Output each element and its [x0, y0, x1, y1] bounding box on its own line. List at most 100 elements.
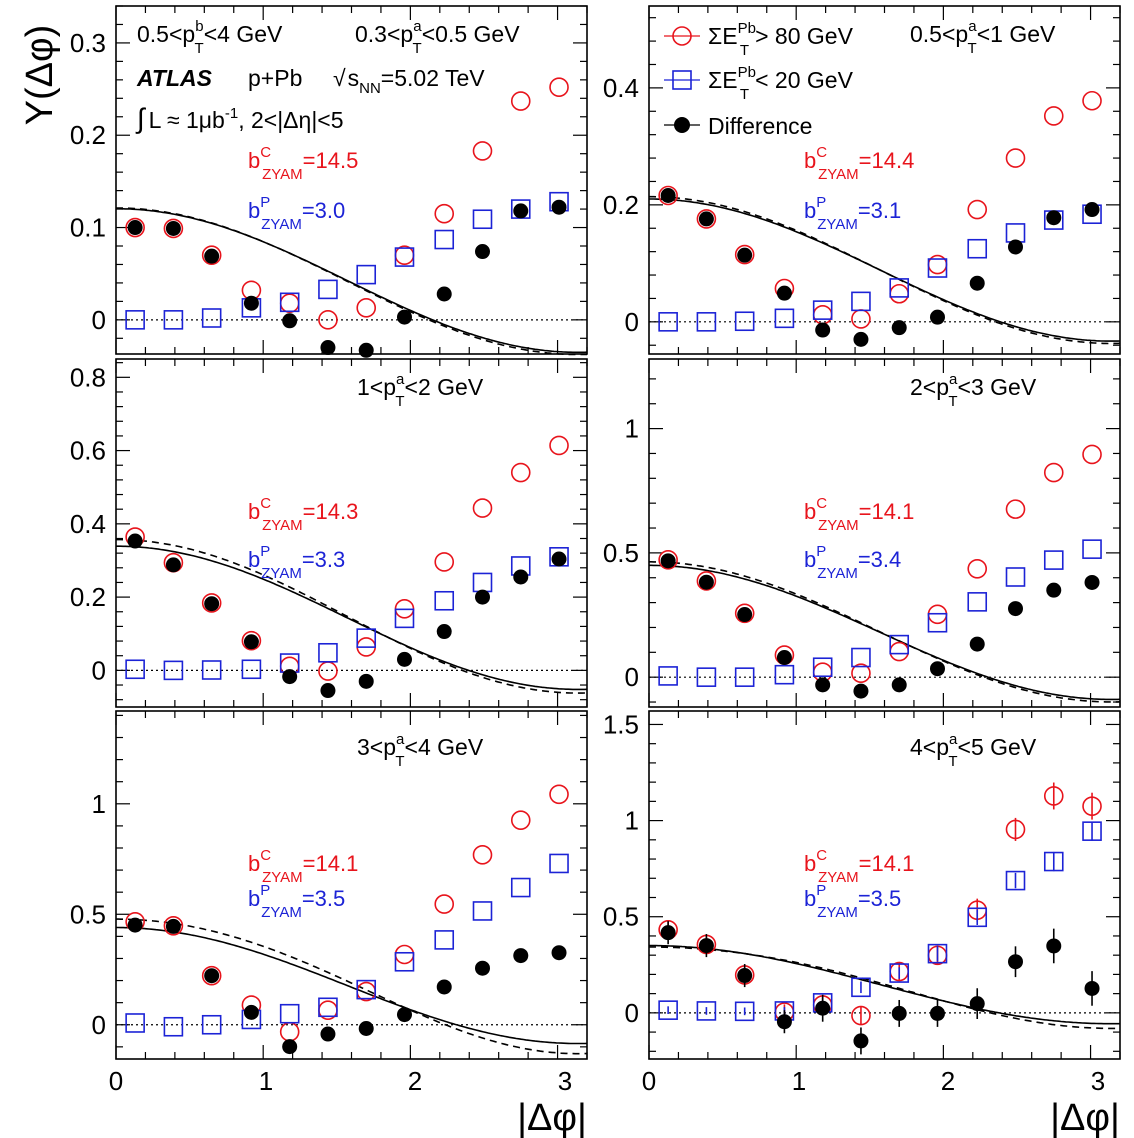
data-point-difference [698, 211, 714, 227]
data-point-central [279, 293, 300, 314]
data-point-peripheral [774, 664, 795, 685]
legend-entry-central: ΣEPb T> 80 GeV [664, 20, 854, 59]
fit-curve-dashed [649, 946, 1120, 1030]
data-point-peripheral [696, 667, 717, 687]
data-point-difference [737, 607, 753, 623]
data-point-difference [551, 551, 567, 567]
y-tick-label: 1 [92, 789, 106, 819]
data-point-peripheral [318, 997, 338, 1018]
panel-title-top-left: 0.3<pa T<0.5 GeV [355, 18, 520, 57]
b-zyam-central: bC ZYAM=14.4 [804, 144, 914, 183]
data-point-peripheral [279, 292, 300, 313]
data-point-peripheral [1005, 870, 1026, 891]
legend-marker-difference [674, 117, 690, 133]
data-point-peripheral [163, 1016, 184, 1037]
data-point-peripheral [734, 1001, 755, 1022]
data-point-peripheral [241, 659, 262, 680]
data-point-peripheral [472, 572, 493, 593]
data-point-peripheral [696, 1001, 717, 1021]
data-point-central [394, 944, 415, 965]
data-point-peripheral [927, 258, 948, 278]
y-tick-label: 0.5 [603, 538, 639, 568]
y-tick-label: 0.5 [70, 899, 106, 929]
data-point-difference [282, 669, 298, 685]
data-point-central [472, 141, 493, 161]
data-point-difference [551, 945, 567, 961]
fit-curve-solid [116, 926, 588, 1045]
y-tick-label: 0 [625, 998, 639, 1028]
data-point-central [889, 283, 910, 304]
data-point-peripheral [394, 951, 415, 972]
data-point-difference [969, 636, 985, 652]
data-point-difference [396, 1007, 412, 1023]
y-tick-label: 0.2 [603, 190, 639, 220]
y-tick-label: 1 [625, 414, 639, 444]
data-point-central [1005, 819, 1026, 840]
lumi-label: ∫ L ≈ 1μb-1, 2<|Δη|<5 [135, 103, 344, 134]
data-point-peripheral [889, 278, 910, 298]
b-zyam-central: bC ZYAM=14.1 [804, 495, 914, 534]
data-point-difference [358, 342, 374, 358]
y-tick-label: 0.6 [70, 436, 106, 466]
data-point-difference [204, 968, 220, 984]
y-tick-label: 0.1 [70, 213, 106, 243]
data-point-peripheral [927, 943, 948, 964]
plot-frame [115, 5, 588, 355]
data-point-peripheral [125, 659, 145, 680]
data-point-central [434, 552, 455, 572]
panel-bottom-right: 0 0.5 1 1.5 bC ZYAM=14.1bP ZYAM=3.5 [603, 709, 1121, 1060]
y-tick-label: 0.4 [70, 509, 106, 539]
data-point-peripheral [1082, 821, 1102, 841]
fit-curve-dashed [116, 918, 587, 1055]
data-point-peripheral [1043, 851, 1064, 872]
y-tick-label: 0.8 [70, 362, 106, 392]
data-point-peripheral [201, 660, 222, 680]
data-point-difference [165, 918, 181, 934]
data-point-difference [204, 248, 220, 264]
data-point-peripheral [472, 209, 493, 230]
x-axis-title-left: |Δφ| [517, 1097, 587, 1138]
panel-title-bottom-left: 3<pa T<4 GeV [357, 731, 484, 770]
data-point-peripheral [472, 901, 493, 921]
data-point-difference [929, 1005, 945, 1021]
x-tick-label: 1 [259, 1066, 273, 1096]
data-point-central [851, 309, 871, 329]
data-point-difference [474, 960, 490, 976]
data-point-difference [660, 553, 676, 569]
data-point-central [163, 915, 184, 936]
data-point-difference [320, 683, 336, 699]
data-point-difference [1046, 210, 1062, 226]
fit-curve-dashed [649, 561, 1121, 703]
data-point-difference [853, 683, 869, 699]
y-tick-label: 0.4 [603, 73, 639, 103]
data-point-difference [698, 938, 714, 954]
panel-title-bottom-right: 4<pa T<5 GeV [910, 731, 1037, 770]
panel-middle-right: 0 0.5 1 bC ZYAM=14.1 bP ZYAM=3.4 [603, 358, 1121, 708]
b-zyam-central: bC ZYAM=14.5 [248, 144, 358, 183]
data-point-central [658, 550, 678, 570]
data-point-peripheral [318, 279, 338, 300]
legend: ΣEPb T> 80 GeV ΣEPb T< 20 GeV Difference 0… [664, 18, 1056, 139]
data-point-peripheral [356, 264, 377, 285]
data-point-central [241, 630, 262, 651]
y-tick-label: 0.2 [70, 582, 106, 612]
y-tick-label: 1 [625, 806, 639, 836]
data-point-central [549, 784, 569, 805]
y-tick-label: 0 [625, 307, 639, 337]
data-point-central [734, 244, 755, 265]
data-point-peripheral [734, 667, 755, 687]
data-point-difference [513, 569, 529, 585]
x-tick-label: 1 [792, 1066, 806, 1096]
b-zyam-peripheral: bP ZYAM=3.3 [248, 543, 345, 582]
data-point-central [201, 965, 222, 986]
data-point-peripheral [734, 311, 755, 332]
data-point-difference [1084, 980, 1100, 996]
data-point-central [889, 641, 910, 662]
data-point-peripheral [279, 1003, 300, 1024]
data-point-difference [929, 309, 945, 325]
data-point-central [658, 185, 678, 206]
panel-title-middle-right: 2<pa T<3 GeV [910, 371, 1037, 410]
data-point-peripheral [927, 612, 948, 633]
data-point-difference [776, 650, 792, 666]
data-point-central [201, 593, 222, 613]
